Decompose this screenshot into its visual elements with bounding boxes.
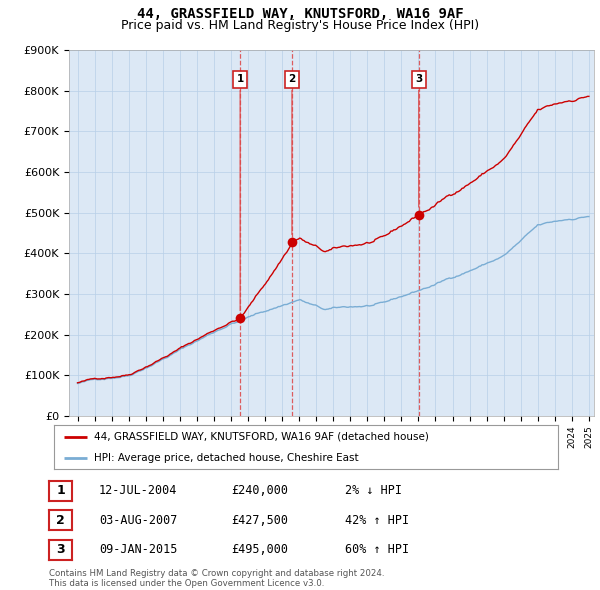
Text: Contains HM Land Registry data © Crown copyright and database right 2024.
This d: Contains HM Land Registry data © Crown c…: [49, 569, 385, 588]
Text: 44, GRASSFIELD WAY, KNUTSFORD, WA16 9AF: 44, GRASSFIELD WAY, KNUTSFORD, WA16 9AF: [137, 7, 463, 21]
Text: 44, GRASSFIELD WAY, KNUTSFORD, WA16 9AF (detached house): 44, GRASSFIELD WAY, KNUTSFORD, WA16 9AF …: [94, 432, 429, 442]
Text: Price paid vs. HM Land Registry's House Price Index (HPI): Price paid vs. HM Land Registry's House …: [121, 19, 479, 32]
Text: £427,500: £427,500: [231, 514, 288, 527]
Text: 42% ↑ HPI: 42% ↑ HPI: [345, 514, 409, 527]
Text: £495,000: £495,000: [231, 543, 288, 556]
Text: 2: 2: [289, 74, 296, 84]
Text: 09-JAN-2015: 09-JAN-2015: [99, 543, 178, 556]
Text: 3: 3: [415, 74, 422, 84]
Text: 1: 1: [236, 74, 244, 84]
Text: 60% ↑ HPI: 60% ↑ HPI: [345, 543, 409, 556]
Text: 03-AUG-2007: 03-AUG-2007: [99, 514, 178, 527]
Text: 2: 2: [56, 514, 65, 527]
Text: 2% ↓ HPI: 2% ↓ HPI: [345, 484, 402, 497]
Text: 3: 3: [56, 543, 65, 556]
Text: 1: 1: [56, 484, 65, 497]
Text: £240,000: £240,000: [231, 484, 288, 497]
Text: 12-JUL-2004: 12-JUL-2004: [99, 484, 178, 497]
Text: HPI: Average price, detached house, Cheshire East: HPI: Average price, detached house, Ches…: [94, 453, 359, 463]
